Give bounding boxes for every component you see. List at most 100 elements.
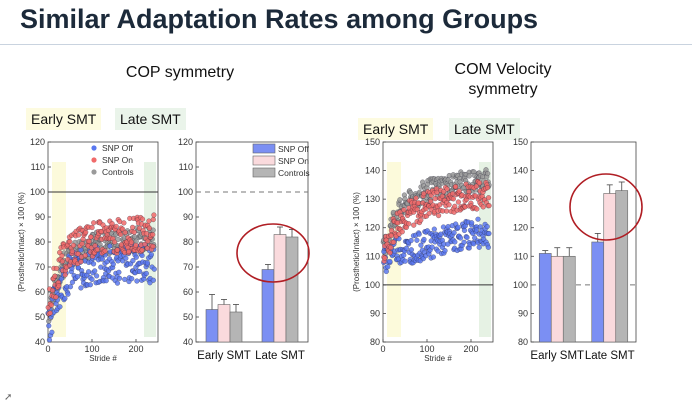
cop-scatter-xtick-label: 0 <box>45 344 50 354</box>
com-scatter-point-snp-off <box>445 224 451 230</box>
cop-scatter-point-snp-on <box>75 251 81 257</box>
com-scatter-point-snp-off <box>455 224 461 230</box>
slide-nav-icon: ➚ <box>4 392 13 403</box>
com-scatter-point-snp-on <box>473 183 480 189</box>
com-bars-ytick-label: 100 <box>513 280 528 290</box>
cop-scatter-point-snp-off <box>87 282 93 288</box>
com-scatter-point-snp-off <box>469 220 475 226</box>
com-scatter-point-controls <box>485 171 491 177</box>
com-scatter-point-snp-off <box>458 235 464 241</box>
cop-scatter-point-snp-off <box>57 304 63 310</box>
com-scatter-point-snp-on <box>418 217 424 223</box>
cop-scatter-point-snp-on <box>53 294 59 300</box>
cop-scatter-point-snp-off <box>62 295 68 301</box>
cop-scatter-ytick-label: 50 <box>35 312 45 322</box>
cop-bars-ytick-label: 100 <box>178 187 193 197</box>
com-scatter-point-snp-on <box>446 202 452 208</box>
com-scatter-point-snp-on <box>456 188 462 194</box>
com-bars-ytick-label: 80 <box>518 337 528 347</box>
com-scatter-point-snp-on <box>441 189 447 195</box>
com-bars-ytick-label: 120 <box>513 223 528 233</box>
com-scatter-point-snp-off <box>414 237 420 243</box>
cop-scatter-point-snp-on <box>91 220 97 226</box>
com-scatter-point-snp-on <box>480 204 486 210</box>
cop-bars-category-label: Late SMT <box>255 350 305 362</box>
cop-bars-legend-label: Controls <box>278 168 310 178</box>
com-scatter-point-snp-on <box>436 213 442 219</box>
cop-scatter-point-snp-on <box>94 246 100 252</box>
cop-scatter-point-snp-off <box>123 255 129 261</box>
cop-scatter-point-snp-off <box>99 256 105 262</box>
cop-bars-legend-swatch <box>252 167 276 178</box>
cop-scatter-point-snp-on <box>69 248 75 254</box>
com-scatter-ytick-label: 80 <box>370 337 380 347</box>
cop-bars-ytick-label: 120 <box>178 137 193 147</box>
com-scatter-xtick-label: 0 <box>380 344 385 354</box>
com-scatter-point-snp-off <box>476 244 482 250</box>
cop-scatter-point-snp-on <box>122 229 128 236</box>
com-velocity-subtitle-line1: COM Velocity <box>454 61 552 78</box>
cop-bars-bar-snp-on <box>273 234 287 343</box>
cop-scatter-point-snp-off <box>86 269 92 275</box>
cop-scatter-point-snp-off <box>129 276 135 282</box>
cop-scatter-point-snp-on <box>150 243 156 249</box>
com-bars-bar-snp-on <box>603 193 617 343</box>
com-scatter-point-snp-off <box>431 226 437 232</box>
cop-bars-legend-swatch <box>252 155 276 166</box>
com-scatter-point-snp-on <box>406 221 412 227</box>
cop-scatter-point-snp-on <box>139 216 146 222</box>
com-scatter-point-snp-off <box>472 235 478 241</box>
com-bars-plot-frame <box>530 141 637 343</box>
com-scatter-point-snp-on <box>403 224 409 230</box>
cop-scatter-point-snp-on <box>86 238 92 244</box>
cop-scatter-point-snp-off <box>130 258 136 264</box>
com-scatter-point-snp-off <box>421 236 427 242</box>
cop-scatter-legend-marker <box>91 157 97 163</box>
cop-scatter-ylabel: (Prosthetic/Intact) × 100 (%) <box>17 192 26 292</box>
com-scatter-point-snp-on <box>391 239 397 245</box>
cop-scatter-point-snp-on <box>76 232 82 238</box>
com-scatter-point-snp-on <box>413 195 419 201</box>
cop-scatter-point-snp-off <box>78 285 84 291</box>
cop-scatter-xlabel: Stride # <box>89 354 117 363</box>
cop-bars-ytick-label: 110 <box>179 162 193 172</box>
cop-scatter-point-snp-on <box>146 225 152 231</box>
cop-scatter-point-snp-on <box>136 225 142 231</box>
cop-scatter-point-snp-on <box>151 212 157 218</box>
cop-scatter-point-snp-off <box>92 268 98 274</box>
com-scatter-point-snp-off <box>430 254 436 260</box>
com-early-smt-label: Early SMT <box>358 118 434 140</box>
com-scatter-point-snp-on <box>426 210 432 216</box>
com-bars-ytick-label: 140 <box>513 166 528 176</box>
cop-bars-ytick-label: 60 <box>183 287 193 297</box>
com-velocity-subtitle-line2: symmetry <box>468 81 538 98</box>
com-scatter-point-snp-on <box>401 207 407 213</box>
com-scatter-ytick-label: 100 <box>365 280 380 290</box>
cop-scatter-point-snp-on <box>133 242 139 248</box>
cop-scatter-point-snp-off <box>133 254 139 260</box>
com-scatter-point-snp-on <box>411 222 417 228</box>
cop-scatter-point-snp-on <box>47 310 53 316</box>
com-scatter-point-snp-on <box>486 195 492 201</box>
cop-bars-category-label: Early SMT <box>197 350 251 362</box>
com-bars-category-label: Late SMT <box>585 350 635 362</box>
cop-scatter-ytick-label: 100 <box>30 187 45 197</box>
com-scatter-point-snp-off <box>486 230 492 237</box>
cop-bars-bar-snp-on <box>217 304 231 343</box>
cop-bars-ytick-label: 40 <box>183 337 193 347</box>
cop-scatter-point-snp-off <box>46 337 52 343</box>
cop-scatter-point-snp-on <box>121 220 127 226</box>
cop-scatter-point-snp-off <box>122 276 128 282</box>
com-scatter-point-snp-off <box>475 216 481 222</box>
cop-scatter-point-snp-on <box>71 242 77 248</box>
cop-scatter-point-snp-on <box>146 218 152 224</box>
cop-scatter-ytick-label: 40 <box>35 337 45 347</box>
cop-symmetry-subtitle: COP symmetry <box>125 64 235 81</box>
cop-scatter-ytick-label: 60 <box>35 287 45 297</box>
com-bars-bar-controls <box>562 255 576 343</box>
cop-scatter-point-snp-on <box>118 231 124 237</box>
com-scatter-point-snp-off <box>442 248 448 254</box>
com-scatter-point-snp-on <box>450 196 456 202</box>
com-scatter-point-snp-off <box>429 244 435 250</box>
cop-scatter-point-snp-on <box>130 224 136 230</box>
